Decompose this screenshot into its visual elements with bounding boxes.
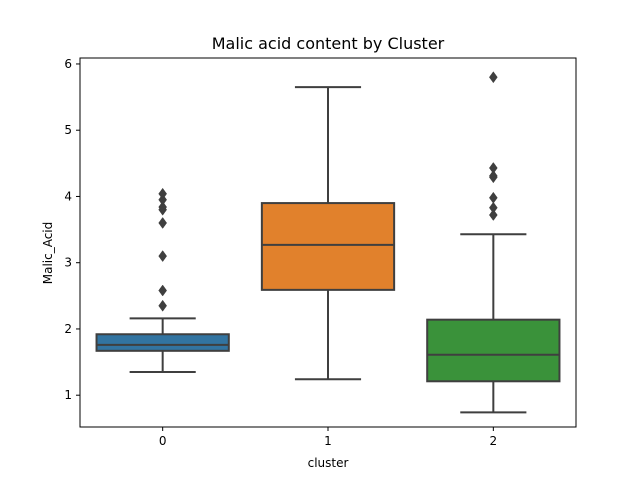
- box-group-1: [260, 86, 396, 381]
- y-tick-label: 3: [64, 256, 72, 270]
- outlier-point: [489, 71, 498, 84]
- x-tick-label: 2: [490, 434, 498, 448]
- x-tick-label: 1: [324, 434, 332, 448]
- x-axis-label: cluster: [308, 456, 349, 470]
- y-tick-label: 6: [64, 57, 72, 71]
- outlier-point: [158, 187, 167, 200]
- chart-title: Malic acid content by Cluster: [212, 34, 445, 53]
- outlier-point: [489, 201, 498, 214]
- box-group-2: [426, 71, 561, 414]
- outlier-point: [489, 209, 498, 221]
- outlier-point: [158, 193, 167, 206]
- y-axis-label: Malic_Acid: [41, 222, 55, 285]
- y-tick-label: 2: [64, 322, 72, 336]
- box: [95, 333, 230, 352]
- y-tick-label: 4: [64, 189, 72, 203]
- y-tick-label: 5: [64, 123, 72, 137]
- outlier-point: [158, 217, 167, 229]
- x-tick-label: 0: [159, 434, 167, 448]
- outlier-point: [489, 191, 498, 204]
- outlier-point: [158, 284, 167, 297]
- box: [260, 202, 396, 291]
- outlier-point: [158, 299, 167, 312]
- box: [426, 318, 561, 383]
- y-tick-label: 1: [64, 388, 72, 402]
- outlier-point: [158, 250, 167, 263]
- outlier-point: [489, 162, 498, 174]
- plot-layer: 1 2 3 4 5 6 0 1 2: [64, 57, 577, 448]
- outlier-point: [489, 169, 498, 182]
- outlier-point: [158, 201, 167, 213]
- box-group-0: [95, 187, 230, 374]
